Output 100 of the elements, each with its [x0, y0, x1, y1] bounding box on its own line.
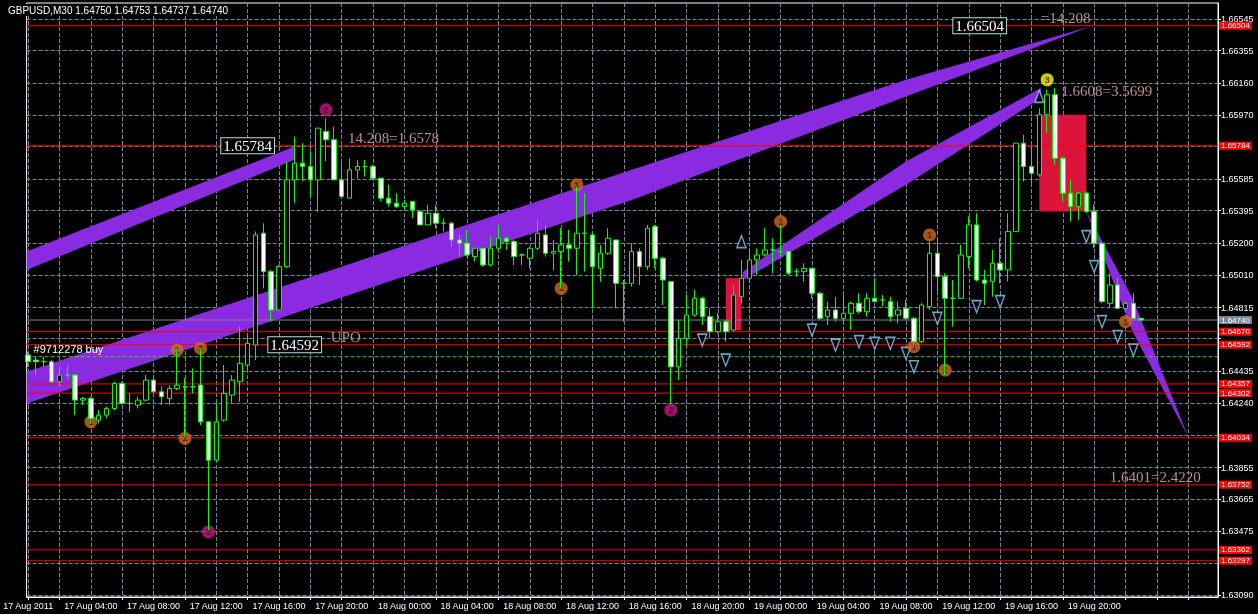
y-tick-label: 1.64815: [1221, 302, 1254, 313]
point: [1088, 259, 1100, 274]
candlestick: [104, 406, 109, 419]
x-tick-label: 19 Aug 12:00: [942, 600, 996, 611]
candlestick: [33, 356, 39, 376]
candlestick: [1021, 134, 1026, 183]
ref-line-label: 1.65784: [1221, 141, 1251, 151]
candlestick: [417, 211, 423, 226]
candlestick: [1052, 87, 1058, 166]
candlestick: [1068, 179, 1073, 223]
candlestick: [386, 184, 391, 208]
candlestick: [841, 294, 846, 324]
candlestick: [888, 296, 893, 323]
annotation: 1.66504: [955, 17, 1005, 34]
candlestick: [433, 204, 439, 229]
candlestick: [355, 159, 360, 179]
candlestick: [919, 302, 924, 344]
x-tick-label: 19 Aug 16:00: [1004, 600, 1058, 611]
candlestick: [707, 307, 713, 339]
candlestick: [174, 347, 180, 391]
y-tick-label: 1.63090: [1221, 590, 1254, 601]
candlestick: [660, 256, 666, 306]
candlestick: [872, 277, 877, 303]
candlestick: [292, 135, 297, 204]
candlestick: [692, 289, 697, 318]
candlestick: [637, 247, 642, 286]
point: [697, 333, 708, 347]
candlestick: [590, 232, 595, 309]
candlestick: [378, 177, 384, 203]
candlestick: [864, 292, 870, 318]
y-tick-label: 1.65200: [1221, 238, 1254, 249]
point: [1112, 329, 1123, 344]
candlestick: [833, 296, 838, 323]
candlestick: [112, 381, 117, 411]
candlestick: [159, 386, 164, 406]
y-tick-label: 1.63855: [1221, 462, 1254, 473]
candlestick: [566, 229, 572, 263]
ref-line-label: 1.64740: [1221, 315, 1251, 325]
candlestick: [990, 249, 995, 298]
point: [994, 294, 1006, 309]
candlestick: [206, 421, 211, 531]
candlestick: [668, 281, 674, 404]
point: [1128, 343, 1139, 357]
annotation: UPO: [330, 329, 361, 346]
candlestick: [315, 127, 321, 213]
candlestick: [700, 296, 705, 326]
candlestick: [441, 217, 446, 233]
text: 1: [778, 216, 784, 227]
candlestick: [621, 279, 627, 323]
candlestick: [1123, 301, 1128, 313]
y-tick-label: 1.65970: [1221, 109, 1254, 120]
candlestick: [504, 236, 509, 251]
ref-line-label: 1.66504: [1221, 21, 1251, 31]
candlestick: [551, 239, 556, 271]
point: [971, 299, 982, 314]
candlestick: [731, 284, 736, 333]
candlestick: [1107, 272, 1113, 309]
candlestick: [41, 356, 47, 368]
x-tick-label: 17 Aug 04:00: [64, 600, 118, 611]
y-tick-label: 1.66545: [1221, 13, 1254, 24]
ref-line-label: 1.64592: [1221, 340, 1251, 350]
ref-line-label: #9712278 buy: [33, 342, 104, 355]
candlestick: [214, 402, 219, 463]
candlestick: [974, 212, 979, 283]
text: 2: [323, 104, 329, 115]
candlestick: [950, 279, 956, 328]
candlestick: [582, 192, 587, 273]
x-tick-label: 19 Aug 20:00: [1067, 600, 1121, 611]
candlestick: [80, 396, 86, 406]
y-tick-label: 1.65395: [1221, 205, 1254, 216]
text: 1: [1123, 316, 1129, 327]
candlestick: [245, 336, 250, 371]
candlestick: [339, 162, 344, 199]
text: 1: [927, 229, 933, 240]
y-tick-label: 1.64435: [1221, 365, 1254, 376]
candlestick: [127, 392, 133, 413]
candlestick: [167, 384, 172, 406]
point: [830, 338, 841, 352]
x-tick-label: 18 Aug 20:00: [691, 600, 745, 611]
x-tick-label: 18 Aug 04:00: [440, 600, 494, 611]
candlestick: [284, 161, 290, 269]
candlestick: [903, 299, 909, 321]
x-tick-label: 17 Aug 08:00: [127, 600, 181, 611]
candlestick: [1029, 145, 1034, 184]
candlestick: [527, 246, 533, 269]
candlestick: [543, 224, 548, 258]
candlestick: [770, 237, 776, 274]
candlestick: [801, 262, 807, 283]
candlestick: [942, 272, 948, 376]
candlestick: [762, 227, 768, 258]
annotation: 1.65784: [223, 137, 273, 154]
point: [853, 334, 865, 349]
point: [885, 336, 896, 351]
candlestick: [519, 252, 525, 266]
ref-line-label: 1.64357: [1221, 379, 1251, 389]
candlestick: [198, 347, 203, 426]
y-tick-label: 1.65010: [1221, 269, 1254, 280]
candlestick: [472, 247, 478, 263]
candlestick: [347, 157, 352, 199]
point: [869, 336, 880, 351]
